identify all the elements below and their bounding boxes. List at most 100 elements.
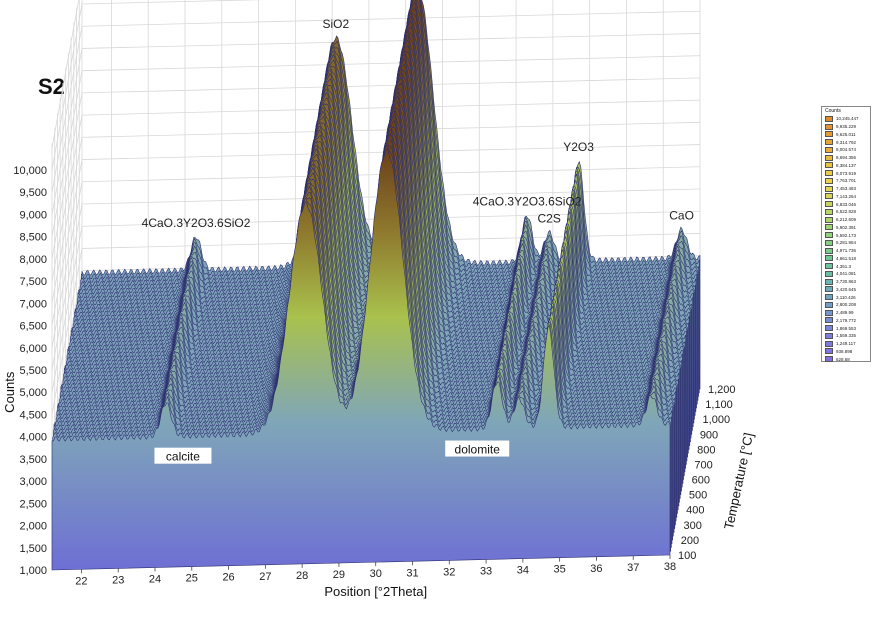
colorbar-row: 2,179.772 (822, 317, 870, 325)
colorbar-value: 3,110.426 (836, 294, 856, 300)
colorbar-swatch (825, 294, 833, 301)
x-tick-label: 31 (406, 567, 418, 579)
z-tick-label: 4,000 (19, 432, 47, 444)
z-tick-label: 5,500 (19, 365, 47, 377)
colorbar-swatch (825, 123, 833, 130)
colorbar-row: 3,110.426 (822, 293, 870, 301)
colorbar-swatch (825, 286, 833, 293)
colorbar-swatch (825, 139, 833, 146)
colorbar-row: 7,763.701 (822, 177, 870, 185)
colorbar-swatch (825, 325, 833, 332)
colorbar-swatch (825, 193, 833, 200)
z-tick-label: 8,500 (19, 232, 47, 244)
colorbar-row: 9,004.574 (822, 146, 870, 154)
x-tick-label: 35 (554, 564, 566, 576)
colorbar-swatch (825, 146, 833, 153)
colorbar-swatch (825, 201, 833, 208)
colorbar-value: 5,592.173 (836, 232, 857, 238)
colorbar-swatch (825, 131, 833, 138)
peak-label: SiO2 (322, 17, 349, 31)
z-tick-label: 1,000 (19, 565, 47, 577)
colorbar-value: 7,763.701 (836, 178, 857, 184)
colorbar-swatch (825, 309, 833, 316)
colorbar-value: 4,661.518 (836, 255, 857, 261)
colorbar-value: 1,559.335 (836, 333, 857, 339)
x-tick-label: 38 (664, 561, 676, 573)
colorbar-value: 4,971.736 (836, 248, 857, 254)
z-tick-label: 2,000 (19, 521, 47, 533)
colorbar-row: 10,245.447 (822, 115, 870, 123)
colorbar-swatch (825, 348, 833, 355)
colorbar-swatch (825, 263, 833, 270)
peak-label: 4CaO.3Y2O3.6SiO2 (142, 216, 251, 230)
y-tick-label: 400 (686, 505, 704, 517)
colorbar-swatch (825, 232, 833, 239)
z-axis-title: Counts (2, 371, 17, 413)
z-tick-label: 8,000 (19, 254, 47, 266)
colorbar-row: 5,592.173 (822, 231, 870, 239)
colorbar-value: 9,004.574 (836, 147, 857, 153)
colorbar-value: 2,489.99 (836, 310, 854, 316)
colorbar-value: 4,351.3 (836, 263, 852, 269)
surface-slice (51, 148, 671, 571)
x-tick-label: 28 (296, 570, 308, 582)
colorbar-value: 7,453.483 (836, 186, 857, 192)
y-tick-label: 300 (683, 520, 701, 532)
z-tick-label: 3,500 (19, 454, 47, 466)
colorbar-row: 3,420.645 (822, 286, 870, 294)
colorbar-swatch (825, 177, 833, 184)
x-tick-label: 23 (112, 574, 124, 586)
colorbar-row: 6,212.609 (822, 216, 870, 224)
z-tick-label: 10,000 (13, 165, 47, 177)
z-tick-label: 6,500 (19, 321, 47, 333)
colorbar-row: 8,694.356 (822, 154, 870, 162)
colorbar-value: 938.898 (836, 348, 853, 354)
colorbar-swatch (825, 162, 833, 169)
x-tick-label: 26 (222, 572, 234, 584)
y-tick-label: 700 (694, 459, 712, 471)
colorbar-swatch (825, 255, 833, 262)
colorbar-value: 6,212.609 (836, 217, 857, 223)
colorbar-swatch (825, 247, 833, 254)
x-tick-label: 33 (480, 565, 492, 577)
colorbar-row: 4,041.081 (822, 270, 870, 278)
z-tick-label: 6,000 (19, 343, 47, 355)
colorbar-value: 8,073.919 (836, 170, 857, 176)
colorbar-value: 2,800.208 (836, 302, 857, 308)
colorbar-row: 4,661.518 (822, 255, 870, 263)
colorbar-value: 3,730.863 (836, 279, 857, 285)
z-tick-label: 5,000 (19, 387, 47, 399)
x-tick-label: 32 (443, 566, 455, 578)
colorbar-value: 1,249.117 (836, 341, 856, 347)
colorbar-value: 8,384.137 (836, 162, 857, 168)
z-tick-label: 1,500 (19, 543, 47, 555)
peak-label: Y2O3 (563, 140, 594, 154)
colorbar-row: 1,249.117 (822, 340, 870, 348)
colorbar-swatch (825, 317, 833, 324)
phase-label-box (154, 447, 212, 464)
colorbar-value: 628.68 (836, 356, 850, 362)
colorbar-row: 628.68 (822, 355, 870, 363)
colorbar-swatch (825, 332, 833, 339)
colorbar-swatch (825, 154, 833, 161)
colorbar-row: 9,625.011 (822, 131, 870, 139)
colorbar-value: 2,179.772 (836, 317, 857, 323)
colorbar-row: 1,559.335 (822, 332, 870, 340)
phase-label-box (445, 440, 510, 457)
colorbar-row: 8,384.137 (822, 162, 870, 170)
colorbar-row: 6,833.046 (822, 200, 870, 208)
colorbar-row: 7,453.483 (822, 185, 870, 193)
colorbar-row: 2,800.208 (822, 301, 870, 309)
colorbar-value: 10,245.447 (836, 116, 859, 122)
x-tick-label: 37 (627, 562, 639, 574)
x-axis-title: Position [°2Theta] (324, 584, 427, 599)
y-tick-label: 900 (700, 429, 718, 441)
colorbar-row: 9,314.792 (822, 138, 870, 146)
colorbar-value: 7,143.264 (836, 193, 857, 199)
colorbar-row: 2,489.99 (822, 309, 870, 317)
colorbar-row: 4,971.736 (822, 247, 870, 255)
colorbar-value: 1,869.553 (836, 325, 857, 331)
phase-label: calcite (166, 450, 200, 464)
colorbar-swatch (825, 340, 833, 347)
surface-layer (51, 0, 701, 571)
